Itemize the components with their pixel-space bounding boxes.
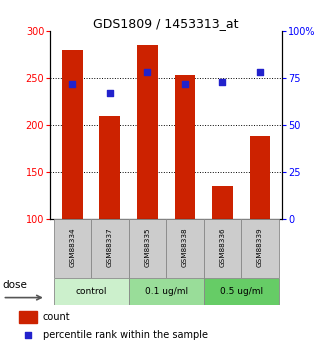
Text: GSM88336: GSM88336 <box>220 227 225 267</box>
Text: dose: dose <box>3 280 27 290</box>
Bar <box>91 219 129 278</box>
Text: control: control <box>75 287 107 296</box>
Bar <box>212 186 233 219</box>
Text: GSM88335: GSM88335 <box>144 227 150 267</box>
Point <box>257 70 263 75</box>
Text: 0.5 ug/ml: 0.5 ug/ml <box>220 287 263 296</box>
Text: GSM88339: GSM88339 <box>257 227 263 267</box>
Point <box>145 70 150 75</box>
Text: 0.1 ug/ml: 0.1 ug/ml <box>144 287 188 296</box>
Point <box>220 79 225 85</box>
Bar <box>166 219 204 278</box>
Text: GSM88338: GSM88338 <box>182 227 188 267</box>
Bar <box>137 45 158 219</box>
Bar <box>129 278 204 305</box>
Point <box>70 81 75 87</box>
Point <box>107 90 112 96</box>
Text: count: count <box>43 312 70 322</box>
Bar <box>204 219 241 278</box>
Point <box>25 332 30 337</box>
Bar <box>129 219 166 278</box>
Bar <box>204 278 279 305</box>
Bar <box>175 75 195 219</box>
Bar <box>54 278 129 305</box>
Title: GDS1809 / 1453313_at: GDS1809 / 1453313_at <box>93 17 239 30</box>
Bar <box>19 310 37 323</box>
Text: GSM88337: GSM88337 <box>107 227 113 267</box>
Bar <box>62 50 82 219</box>
Bar <box>54 219 91 278</box>
Text: GSM88334: GSM88334 <box>69 227 75 267</box>
Bar <box>241 219 279 278</box>
Bar <box>250 136 270 219</box>
Text: percentile rank within the sample: percentile rank within the sample <box>43 330 208 339</box>
Bar <box>100 116 120 219</box>
Point <box>182 81 187 87</box>
